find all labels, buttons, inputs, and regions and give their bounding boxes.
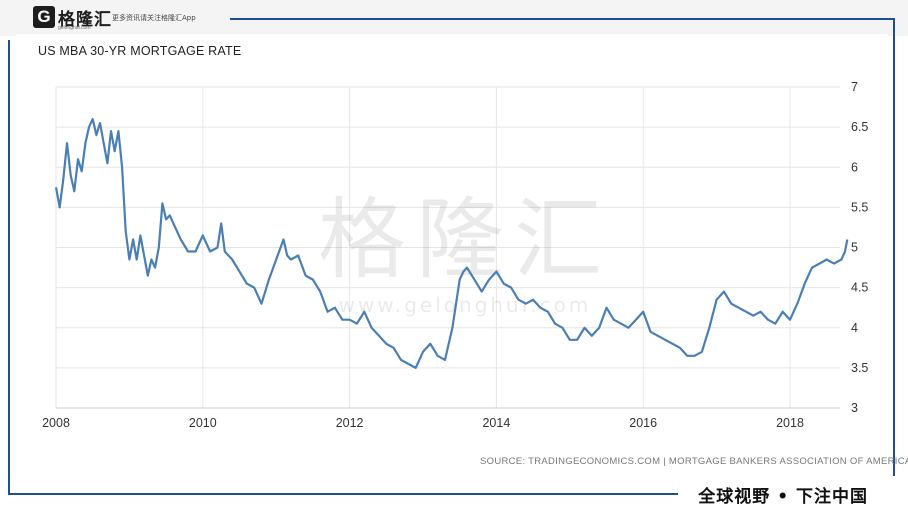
watermark-url: www.gelonghui.com — [339, 293, 592, 317]
footer-slogan: 全球视野 • 下注中国 — [698, 487, 868, 507]
x-tick-label: 2012 — [336, 416, 364, 430]
y-axis-ticks: 3 3.5 4 4.5 5 5.5 6 6.5 7 — [851, 80, 868, 415]
series-group — [54, 117, 849, 369]
y-tick-label: 7 — [851, 80, 858, 94]
y-tick-label: 4 — [851, 321, 858, 335]
x-tick-label: 2010 — [189, 416, 217, 430]
y-tick-label: 3 — [851, 401, 858, 415]
grid-lines — [55, 86, 840, 409]
watermark: 格隆汇 www.gelonghui.com — [318, 188, 612, 317]
x-tick-label: 2014 — [482, 416, 510, 430]
y-tick-label: 5.5 — [851, 200, 868, 214]
y-tick-label: 5 — [851, 241, 858, 255]
x-tick-label: 2016 — [629, 416, 657, 430]
logo-name: 格隆汇 — [58, 10, 112, 30]
y-tick-label: 6 — [851, 160, 858, 174]
logo-icon: G — [33, 6, 55, 28]
frame-bottom — [8, 493, 678, 495]
frame-left — [8, 40, 10, 495]
watermark-logo: 格隆汇 — [318, 188, 612, 291]
x-axis-ticks: 2008 2010 2012 2014 2016 2018 — [42, 416, 804, 430]
source-note: SOURCE: TRADINGECONOMICS.COM | MORTGAGE … — [480, 456, 908, 467]
series-line-mortgage-rate — [54, 117, 849, 369]
x-tick-label: 2008 — [42, 416, 70, 430]
x-tick-label: 2018 — [776, 416, 804, 430]
logo-domain: gelonghui.com — [58, 25, 91, 31]
y-tick-label: 6.5 — [851, 120, 868, 134]
y-tick-label: 3.5 — [851, 361, 868, 375]
chart-panel — [16, 34, 888, 474]
header-slogan: 更多资讯请关注格隆汇App — [112, 14, 196, 22]
frame-top — [230, 18, 895, 20]
chart-title: US MBA 30-YR MORTGAGE RATE — [38, 44, 242, 58]
frame-right — [893, 18, 895, 476]
y-tick-label: 4.5 — [851, 281, 868, 295]
